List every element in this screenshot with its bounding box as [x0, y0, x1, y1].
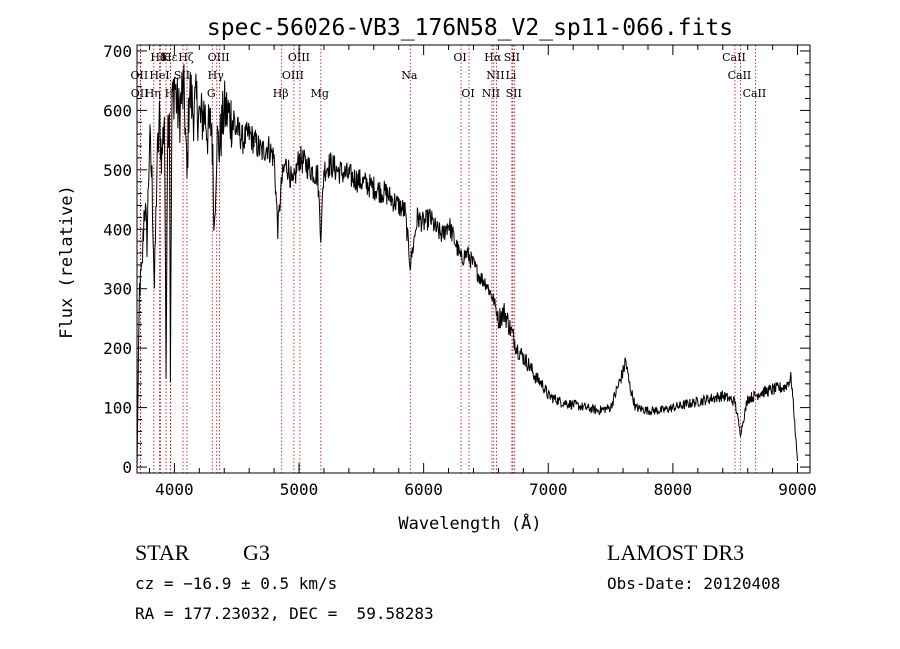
- y-tick-label: 0: [122, 458, 132, 477]
- x-axis-label: Wavelength (Å): [398, 512, 541, 534]
- line-marker-label: OII: [131, 87, 149, 100]
- line-marker-label: OIII: [208, 51, 230, 64]
- line-marker-label: NII: [486, 69, 504, 82]
- line-marker-label: Mg: [311, 87, 329, 100]
- survey-name: LAMOST DR3: [607, 540, 745, 565]
- line-marker-label: SII: [504, 51, 520, 64]
- object-subclass: G3: [243, 540, 270, 565]
- line-marker-label: CaII: [722, 51, 746, 64]
- chart-title: spec-56026-VB3_176N58_V2_sp11-066.fits: [207, 15, 733, 41]
- line-marker-label: G: [207, 87, 216, 100]
- y-tick-label: 300: [103, 280, 132, 299]
- line-marker-label: SII: [506, 87, 522, 100]
- y-tick-label: 200: [103, 339, 132, 358]
- observation-date: Obs-Date: 20120408: [607, 574, 781, 593]
- x-tick-label: 6000: [404, 480, 443, 499]
- y-tick-label: 500: [103, 161, 132, 180]
- flux-series-line: [136, 64, 798, 468]
- line-marker-label: HeI: [149, 69, 169, 82]
- line-marker-label: OI: [453, 51, 466, 64]
- line-marker-label: OIII: [288, 51, 310, 64]
- line-marker-label: Hζ: [178, 51, 194, 64]
- object-class: STAR: [135, 540, 190, 565]
- line-marker-label: OI: [461, 87, 474, 100]
- x-tick-label: 4000: [155, 480, 194, 499]
- y-tick-label: 600: [103, 101, 132, 120]
- line-marker-label: NII: [482, 87, 500, 100]
- ra-dec-coordinates: RA = 177.23032, DEC = 59.58283: [135, 604, 434, 623]
- x-tick-label: 9000: [778, 480, 817, 499]
- line-marker-label: Hα: [484, 51, 502, 64]
- line-marker-label: H: [165, 87, 175, 100]
- line-marker-label: K: [161, 51, 170, 64]
- line-marker-label: Hγ: [208, 69, 225, 82]
- line-marker-label: Hβ: [273, 87, 289, 100]
- line-marker-label: CaII: [728, 69, 752, 82]
- y-tick-label: 700: [103, 42, 132, 61]
- x-tick-label: 5000: [280, 480, 319, 499]
- line-marker-label: OIII: [282, 69, 304, 82]
- line-marker-label: OII: [131, 69, 149, 82]
- line-marker-label: CaII: [743, 87, 767, 100]
- y-axis-label: Flux (relative): [57, 185, 77, 339]
- x-tick-label: 7000: [529, 480, 568, 499]
- line-marker-label: Hη: [145, 87, 161, 100]
- axis-ticks: 4000 5000 6000 7000 8000 9000 0 100 200 300 400 500…: [103, 42, 817, 499]
- redshift-velocity: cz = −16.9 ± 0.5 km/s: [135, 574, 338, 593]
- x-tick-label: 8000: [654, 480, 693, 499]
- line-marker-label: Na: [401, 69, 418, 82]
- line-marker-label: Li: [505, 69, 516, 82]
- line-marker-label: Hδ: [150, 51, 167, 64]
- line-marker-label: Hε: [162, 51, 178, 64]
- y-tick-label: 100: [103, 399, 132, 418]
- y-tick-label: 400: [103, 220, 132, 239]
